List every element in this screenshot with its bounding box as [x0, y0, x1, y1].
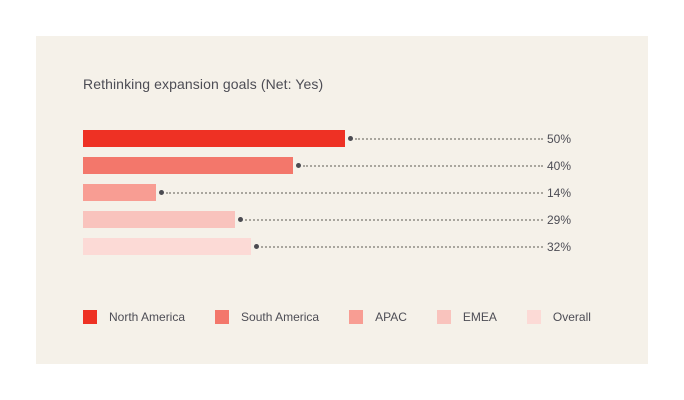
- bar-row-emea: 29%: [83, 211, 603, 228]
- value-label: 29%: [547, 212, 572, 227]
- value-label: 40%: [547, 158, 572, 173]
- legend-swatch-overall: [526, 310, 541, 324]
- bar-track: [83, 211, 543, 228]
- bar-row-south-america: 40%: [83, 157, 603, 174]
- legend-label: North America: [109, 310, 186, 324]
- legend-label: Overall: [552, 310, 591, 324]
- leader-line: [260, 245, 543, 248]
- value-label: 32%: [547, 239, 572, 254]
- leader-line: [355, 137, 543, 140]
- bar-north-america: [83, 130, 345, 147]
- bar-chart: 50% 40% 14% 29% 32%: [83, 130, 603, 265]
- legend-swatch-south-america: [215, 310, 230, 324]
- legend-swatch-apac: [349, 310, 364, 324]
- bar-row-apac: 14%: [83, 184, 603, 201]
- legend-label: APAC: [375, 310, 407, 324]
- legend-item-north-america: North America: [83, 310, 185, 324]
- legend-item-south-america: South America: [215, 310, 319, 324]
- legend-label: EMEA: [462, 310, 497, 324]
- value-label: 14%: [547, 185, 572, 200]
- chart-panel: Rethinking expansion goals (Net: Yes) 50…: [36, 36, 648, 364]
- legend-swatch-emea: [436, 310, 451, 324]
- legend-item-emea: EMEA: [436, 310, 497, 324]
- leader-dot: [159, 190, 165, 195]
- leader-line: [302, 164, 543, 167]
- legend-swatch-north-america: [83, 310, 97, 324]
- bar-overall: [83, 238, 251, 255]
- bar-row-north-america: 50%: [83, 130, 603, 147]
- bar-track: [83, 238, 543, 255]
- bar-track: [83, 184, 543, 201]
- bar-track: [83, 130, 543, 147]
- legend-label: South America: [241, 310, 320, 324]
- bar-south-america: [83, 157, 293, 174]
- leader-dot: [237, 217, 243, 222]
- chart-title: Rethinking expansion goals (Net: Yes): [83, 76, 324, 92]
- bar-emea: [83, 211, 235, 228]
- leader-line: [166, 191, 543, 194]
- value-label: 50%: [547, 131, 572, 146]
- bar-row-overall: 32%: [83, 238, 603, 255]
- leader-dot: [348, 136, 353, 141]
- leader-dot: [295, 163, 301, 168]
- bar-apac: [83, 184, 157, 201]
- leader-line: [244, 218, 543, 221]
- legend-item-overall: Overall: [526, 310, 591, 324]
- legend-item-apac: APAC: [349, 310, 407, 324]
- leader-dot: [253, 244, 259, 249]
- bar-track: [83, 157, 543, 174]
- chart-legend: North America South America APAC EMEA Overal…: [83, 310, 621, 324]
